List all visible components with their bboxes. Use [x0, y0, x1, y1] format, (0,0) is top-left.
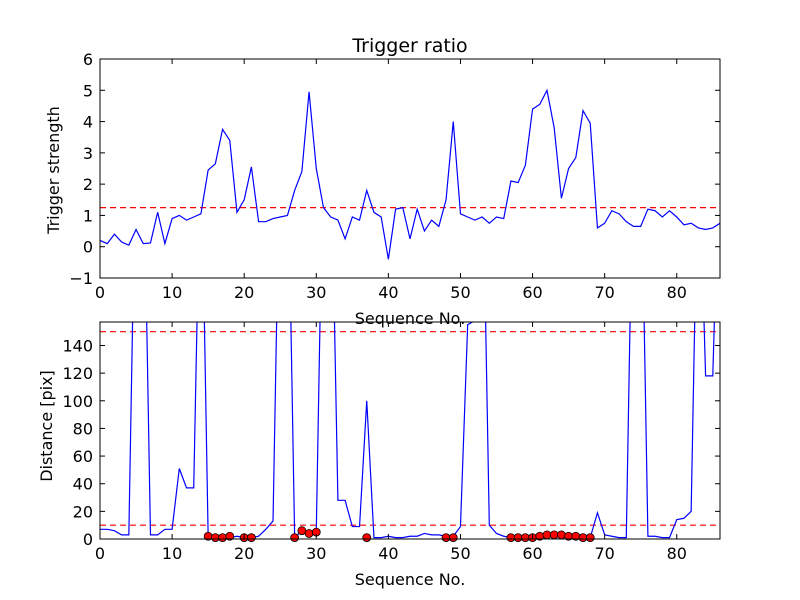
data-point — [513, 533, 523, 543]
chart-title: Trigger ratio — [351, 35, 467, 57]
x-tick-label: 30 — [306, 283, 326, 302]
y-tick-label: 20 — [73, 502, 93, 521]
data-point — [578, 533, 588, 543]
data-point — [549, 530, 559, 540]
x-tick-label: 70 — [594, 544, 614, 563]
data-point — [448, 533, 458, 543]
x-tick-label: 80 — [667, 544, 687, 563]
data-point — [218, 533, 227, 543]
y-tick-label: 4 — [83, 113, 93, 132]
y-tick-label: 60 — [73, 447, 93, 466]
data-point — [441, 533, 451, 543]
x-tick-label: 10 — [162, 544, 182, 563]
y-tick-label: 120 — [62, 364, 93, 383]
plot-area — [100, 322, 720, 539]
data-point — [542, 530, 552, 540]
y-axis-label: Distance [pix] — [37, 370, 56, 482]
series-line — [100, 322, 715, 539]
y-axis-label: Trigger strength — [44, 106, 63, 235]
data-point — [556, 530, 566, 540]
x-axis-label: Sequence No. — [355, 309, 466, 328]
x-tick-label: 50 — [450, 544, 470, 563]
y-tick-label: 140 — [62, 336, 93, 355]
x-axis-label: Sequence No. — [355, 570, 466, 589]
trigger-ratio-panel: Trigger ratio Sequence No. Trigger stren… — [44, 35, 721, 328]
x-tick-label: 20 — [234, 544, 254, 563]
axes-frame — [99, 58, 721, 279]
x-tick-label: 70 — [594, 283, 614, 302]
data-point — [506, 533, 516, 543]
data-point — [210, 533, 220, 543]
data-point — [297, 526, 307, 536]
distance-panel: Sequence No. Distance [pix] 0 10 20 30 40 50 6… — [37, 321, 721, 589]
x-tick-label: 50 — [450, 283, 470, 302]
y-tick-label: 40 — [73, 475, 93, 494]
y-tick-label: 5 — [83, 81, 93, 100]
data-point — [290, 533, 300, 543]
x-tick-label: 0 — [95, 544, 105, 563]
y-tick-label: 3 — [83, 144, 93, 163]
data-point — [225, 531, 235, 541]
x-tick-label: 20 — [234, 283, 254, 302]
y-tick-label: 2 — [83, 175, 93, 194]
series-line — [100, 88, 720, 260]
y-tick-label: 80 — [73, 419, 93, 438]
y-tick-label: 100 — [62, 392, 93, 411]
plot-area — [100, 88, 720, 260]
data-point — [585, 533, 595, 543]
y-tick-label: 6 — [83, 50, 93, 69]
x-tick-label: 30 — [306, 544, 326, 563]
x-tick-label: 60 — [522, 283, 542, 302]
x-tick-label: 80 — [667, 283, 687, 302]
y-tick-label: 1 — [83, 206, 93, 225]
x-tick-label: 0 — [95, 283, 105, 302]
data-point — [362, 533, 372, 543]
axes-frame — [99, 321, 721, 540]
x-tick-label: 60 — [522, 544, 542, 563]
x-tick-label: 10 — [162, 283, 182, 302]
data-point — [304, 529, 314, 538]
x-tick-label: 40 — [378, 544, 398, 563]
data-point — [246, 533, 256, 543]
y-tick-label: −1 — [69, 269, 93, 288]
y-tick-label: 0 — [83, 238, 93, 257]
x-tick-label: 40 — [378, 283, 398, 302]
y-tick-label: 0 — [83, 530, 93, 549]
data-point — [520, 533, 530, 543]
